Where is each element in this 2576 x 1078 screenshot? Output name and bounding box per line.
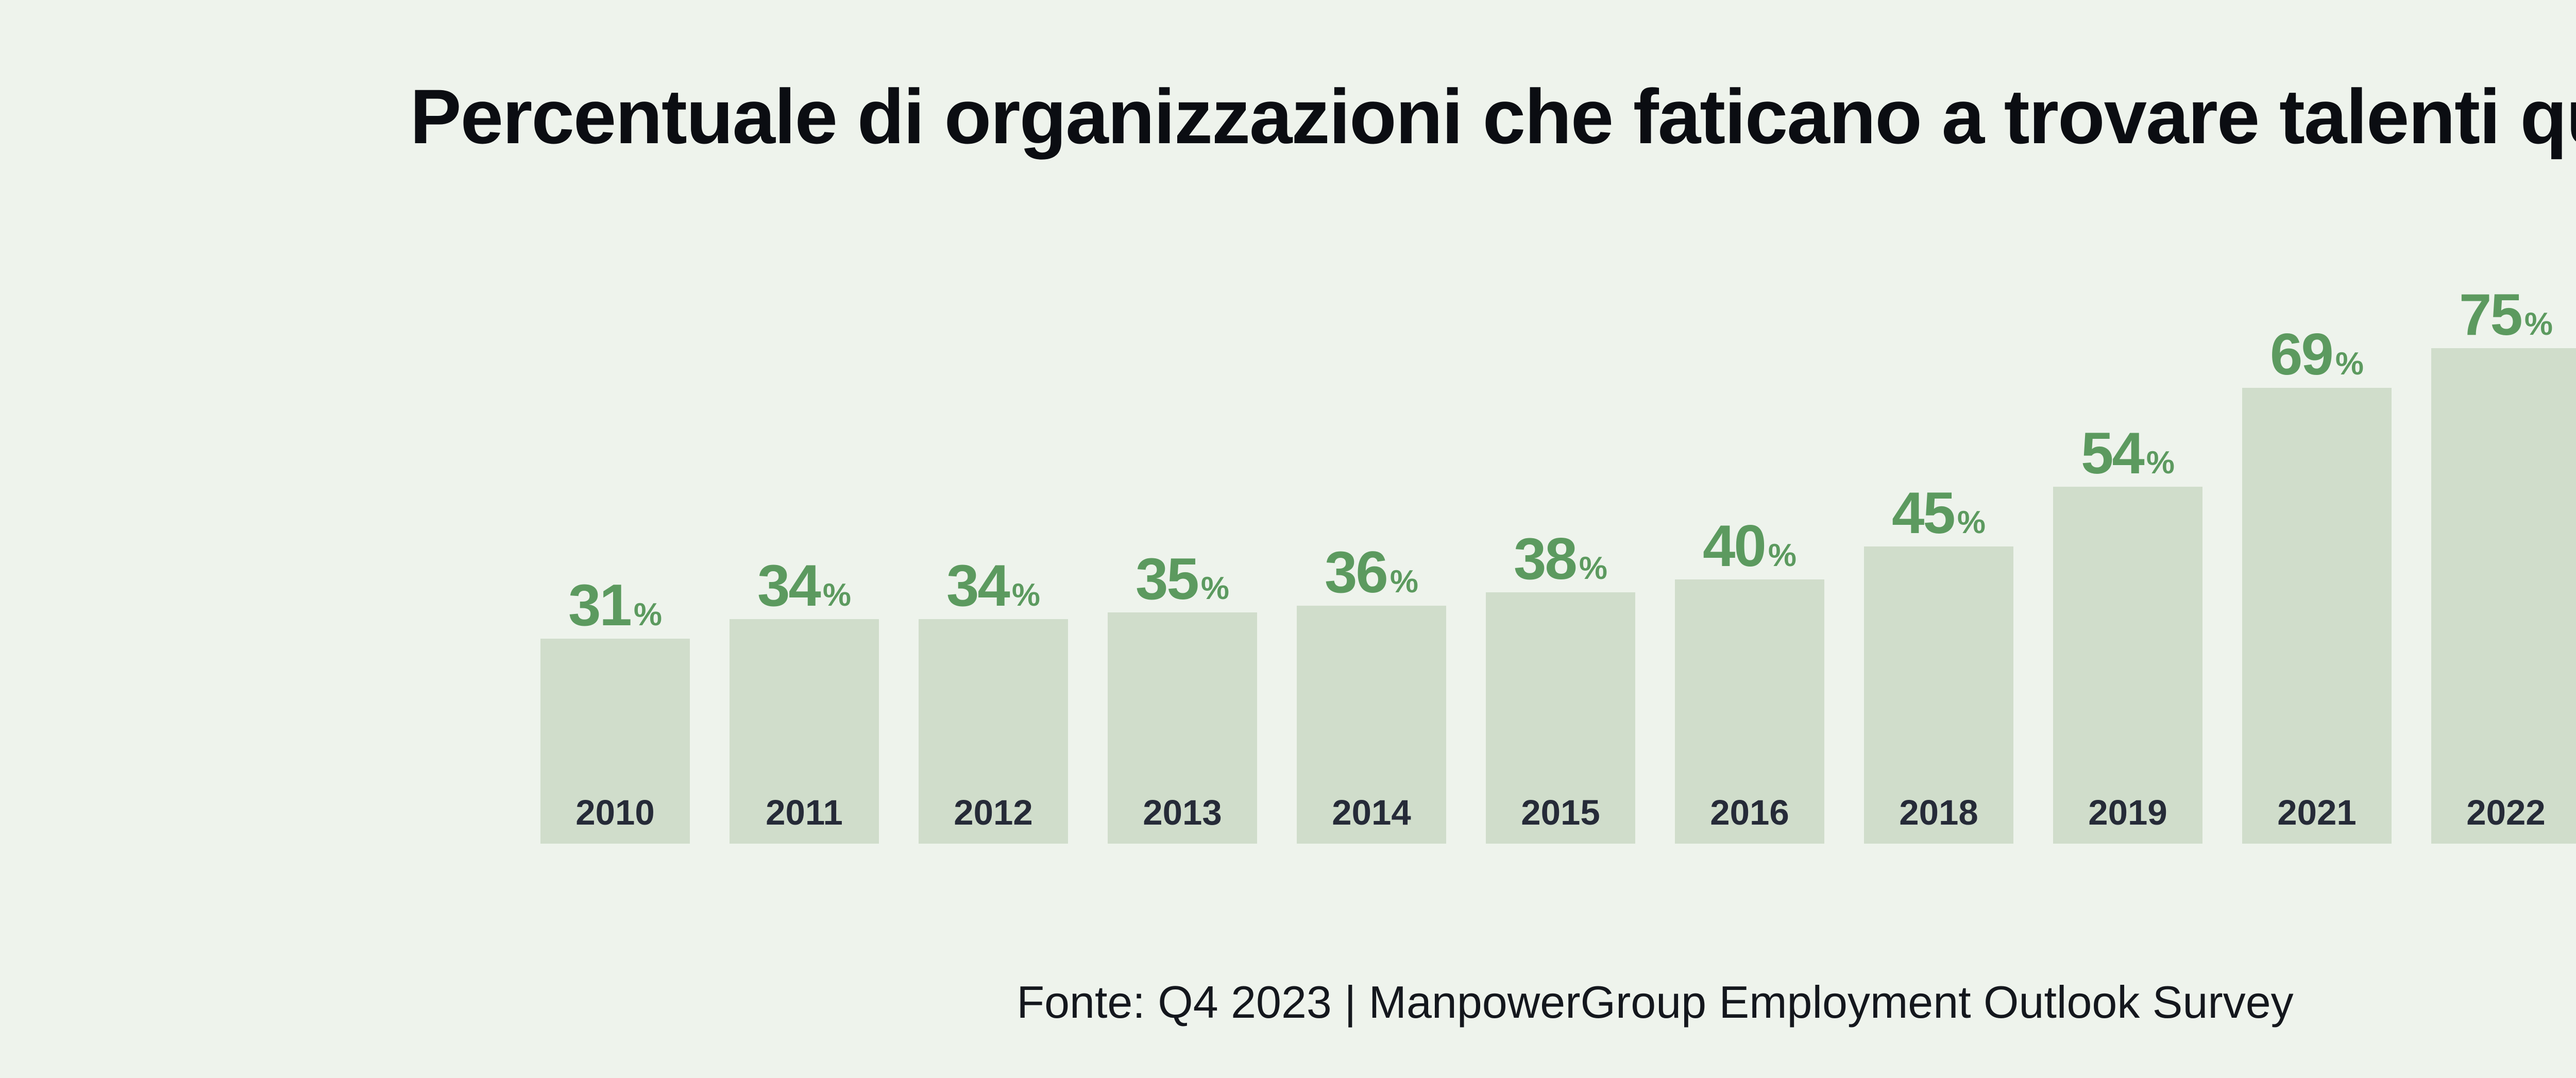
value-number: 34 [946,553,1010,619]
bar-2015: 38% 2015 [1486,529,1635,844]
bar-2011: 34% 2011 [730,556,879,844]
value-label-2012: 34% [946,556,1040,615]
value-number: 35 [1136,546,1199,612]
value-label-2016: 40% [1703,517,1797,575]
value-percent-sign: % [2146,444,2175,481]
bar-2012: 34% 2012 [919,556,1068,844]
year-label-2012: 2012 [954,793,1033,832]
year-label-2018: 2018 [1899,793,1978,832]
value-percent-sign: % [822,577,851,613]
value-label-2013: 35% [1136,550,1229,608]
value-percent-sign: % [2524,306,2553,342]
year-label-2022: 2022 [2466,793,2546,832]
bar-2019: 54% 2019 [2053,424,2202,844]
value-number: 54 [2081,420,2145,486]
value-number: 36 [1325,539,1388,605]
chart-title: Percentuale di organizzazioni che fatica… [410,73,2576,160]
value-number: 75 [2459,282,2523,348]
bar-2018: 45% 2018 [1864,484,2013,844]
value-label-2022: 75% [2459,285,2553,344]
value-number: 69 [2270,321,2334,387]
value-percent-sign: % [1200,570,1229,606]
value-label-2010: 31% [568,576,662,635]
value-label-2011: 34% [757,556,851,615]
value-label-2019: 54% [2081,424,2175,483]
bar-2016: 40% 2016 [1675,517,1824,844]
value-number: 40 [1703,513,1767,579]
bar-chart: 31% 2010 34% 2011 34% 2012 35% 2013 36% 2014 38% 20… [540,285,2576,844]
value-percent-sign: % [1957,504,1986,540]
year-label-2011: 2011 [766,793,843,832]
value-label-2015: 38% [1514,529,1607,588]
value-label-2014: 36% [1325,543,1418,602]
value-percent-sign: % [633,596,662,632]
bar-2021: 69% 2021 [2242,325,2392,844]
value-number: 38 [1514,526,1578,592]
value-label-2018: 45% [1892,484,1986,542]
bar-2010: 31% 2010 [540,576,690,844]
value-label-2021: 69% [2270,325,2364,384]
year-label-2013: 2013 [1143,793,1222,832]
bar-2022: 75% 2022 [2431,285,2576,844]
year-label-2010: 2010 [575,793,655,832]
year-label-2015: 2015 [1521,793,1600,832]
value-percent-sign: % [1579,550,1607,586]
year-label-2019: 2019 [2088,793,2167,832]
value-percent-sign: % [1768,537,1797,573]
value-number: 45 [1892,480,1956,546]
value-percent-sign: % [2335,346,2364,382]
value-number: 34 [757,553,821,619]
source-caption: Fonte: Q4 2023 | ManpowerGroup Employmen… [1016,977,2294,1028]
value-percent-sign: % [1011,577,1040,613]
value-number: 31 [568,572,632,638]
value-percent-sign: % [1389,563,1418,600]
bar-2013: 35% 2013 [1108,550,1257,844]
year-label-2016: 2016 [1710,793,1789,832]
bar-2014: 36% 2014 [1297,543,1446,844]
year-label-2014: 2014 [1332,793,1411,832]
year-label-2021: 2021 [2277,793,2357,832]
